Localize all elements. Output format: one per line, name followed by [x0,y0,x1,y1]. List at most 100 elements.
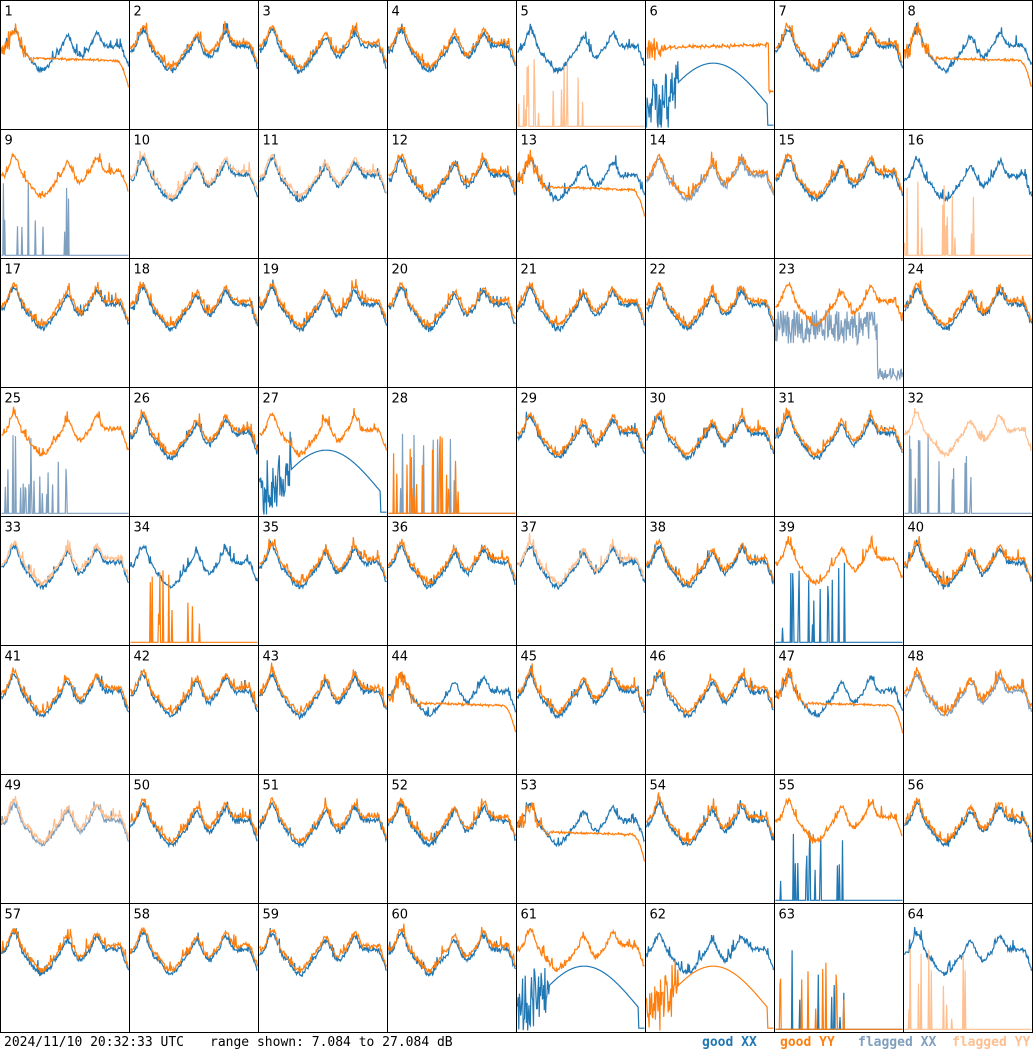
panel-frame [258,774,388,904]
panel-55: 55 [774,774,904,904]
series-yy [904,797,1032,844]
panel-50: 50 [129,774,259,904]
panel-number: 45 [521,650,538,665]
panel-11: 11 [258,129,388,259]
series-xx [387,23,517,74]
series-yy [517,532,645,586]
series-xx [775,832,903,901]
panel-40: 40 [903,516,1033,646]
panel-frame [129,0,259,130]
series-yy [775,281,904,329]
panel-number: 51 [263,779,280,794]
series-xx [646,414,775,462]
series-xx [903,926,1033,977]
panel-46: 46 [645,645,775,775]
series-xx [259,153,388,203]
panel-frame [516,387,646,517]
series-xx [1,435,129,514]
panel-12: 12 [387,129,517,259]
panel-number: 32 [908,392,925,407]
panel-23: 23 [774,258,904,388]
panel-frame [258,516,388,646]
series-yy [517,58,645,127]
panel-4: 4 [387,0,517,130]
panel-28: 28 [387,387,517,517]
panel-number: 8 [908,5,916,20]
series-xx [0,543,130,591]
panel-frame [516,258,646,388]
series-yy [903,280,1033,330]
series-xx [130,669,259,719]
series-xx [258,540,387,590]
series-xx [258,431,387,515]
series-yy [388,25,517,70]
panel-47: 47 [774,645,904,775]
panel-number: 64 [908,908,925,923]
panel-25: 25 [0,387,130,517]
panel-frame [645,774,775,904]
panel-41: 41 [0,645,130,775]
series-xx [904,672,1033,717]
panel-frame [258,129,388,259]
series-yy [517,412,646,458]
panel-frame [645,903,775,1033]
series-xx [129,154,259,203]
series-yy [517,663,646,716]
panel-frame [387,129,517,259]
series-xx [387,672,517,718]
series-yy [129,281,259,327]
panel-frame [387,774,517,904]
panel-frame [387,258,517,388]
panel-frame [774,387,904,517]
panel-frame [258,645,388,775]
panel-number: 21 [521,263,538,278]
panel-34: 34 [129,516,259,646]
panel-frame [258,0,388,130]
panel-frame [129,258,259,388]
panel-29: 29 [516,387,646,517]
panel-number: 14 [650,134,667,149]
series-yy [130,797,258,845]
panel-30: 30 [645,387,775,517]
series-yy [1,406,130,457]
panel-frame [0,516,130,646]
legend-flagged-xx: flagged XX [858,1035,937,1050]
panel-frame [258,258,388,388]
legend-flagged-yy: flagged YY [952,1035,1031,1050]
panel-number: 62 [650,908,667,923]
series-yy [646,667,774,716]
panel-number: 47 [779,650,796,665]
panel-number: 58 [134,908,151,923]
panel-frame [129,129,259,259]
panel-number: 54 [650,779,667,794]
series-xx [903,23,1033,75]
panel-number: 19 [263,263,280,278]
series-xx [129,413,259,462]
series-yy [258,279,387,330]
panel-frame [129,516,259,646]
panel-16: 16 [903,129,1033,259]
series-xx [0,672,130,719]
series-yy [645,407,775,458]
panel-frame [903,903,1033,1033]
series-yy [129,409,258,457]
panel-number: 59 [263,908,280,923]
series-xx [0,928,130,977]
panel-20: 20 [387,258,517,388]
panel-5: 5 [516,0,646,130]
panel-18: 18 [129,258,259,388]
panel-frame [774,903,904,1033]
series-xx [516,802,646,848]
series-yy [903,667,1033,716]
series-yy [903,21,1033,87]
series-xx [0,27,130,74]
panel-number: 16 [908,134,925,149]
series-xx [774,673,904,719]
series-xx [516,965,645,1031]
panel-number: 49 [5,779,22,794]
panel-frame [774,645,904,775]
panel-number: 4 [392,5,400,20]
panel-number: 7 [779,5,787,20]
panel-31: 31 [774,387,904,517]
series-yy [258,662,388,715]
